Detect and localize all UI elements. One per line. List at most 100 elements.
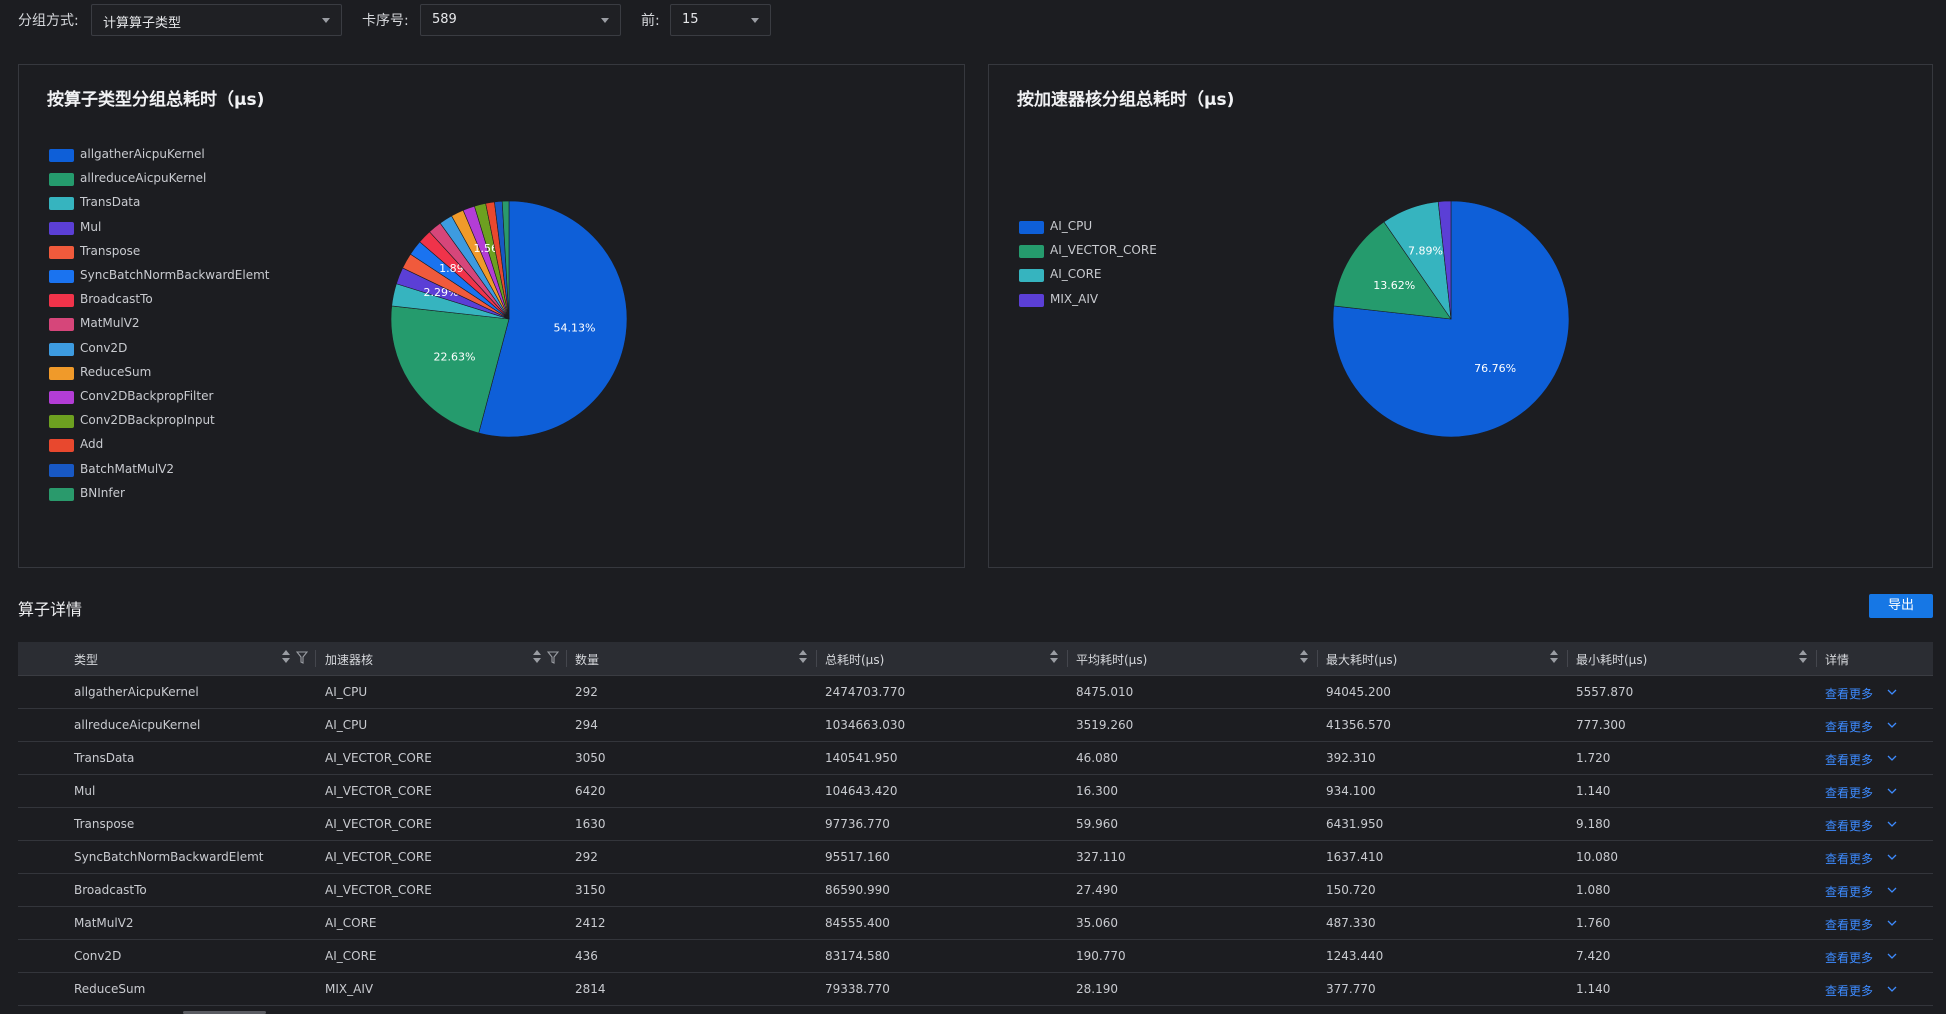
table-row: allreduceAicpuKernel AI_CPU 294 1034663.030…	[18, 709, 1933, 742]
table-cell: 777.300	[1576, 718, 1626, 732]
legend-swatch	[49, 439, 74, 453]
sort-icon[interactable]	[1799, 650, 1807, 666]
pie-slice[interactable]	[390, 305, 510, 434]
view-more-link[interactable]: 查看更多	[1825, 786, 1874, 800]
view-more-link[interactable]: 查看更多	[1825, 687, 1874, 701]
table-cell: Mul	[74, 784, 96, 798]
column-header-label: 加速器核	[325, 653, 374, 667]
table-cell: AI_CPU	[325, 685, 368, 699]
column-header-label: 数量	[575, 653, 600, 667]
chevron-down-icon[interactable]	[1887, 885, 1897, 895]
table-cell: 294	[575, 718, 598, 732]
column-header[interactable]: 平均耗时(μs)	[1068, 642, 1318, 675]
table-cell: 1.760	[1576, 916, 1611, 930]
filter-icon[interactable]	[296, 651, 308, 665]
sort-icon[interactable]	[799, 650, 807, 666]
view-more-link[interactable]: 查看更多	[1825, 753, 1874, 767]
table-cell: 934.100	[1326, 784, 1376, 798]
table-cell: 1034663.030	[825, 718, 906, 732]
card-index-select[interactable]: 589	[420, 4, 621, 36]
pie-slice[interactable]	[1437, 200, 1452, 320]
chevron-down-icon[interactable]	[1887, 951, 1897, 961]
pie-slice[interactable]	[478, 200, 628, 438]
column-header[interactable]: 最小耗时(μs)	[1568, 642, 1817, 675]
chevron-down-icon[interactable]	[1887, 918, 1897, 928]
table-cell: 1.140	[1576, 784, 1611, 798]
table-cell: 1.720	[1576, 751, 1611, 765]
table-body: allgatherAicpuKernel AI_CPU 292 2474703.770…	[18, 676, 1933, 1006]
table-cell: 41356.570	[1326, 718, 1391, 732]
sort-icon[interactable]	[533, 650, 541, 666]
legend-label: Add	[80, 437, 104, 452]
chevron-down-icon[interactable]	[1887, 984, 1897, 994]
column-header[interactable]: 类型	[66, 642, 316, 675]
table-cell: AI_CORE	[325, 916, 377, 930]
sort-icon[interactable]	[1300, 650, 1308, 666]
column-header[interactable]: 总耗时(μs)	[817, 642, 1068, 675]
legend-swatch	[49, 342, 74, 356]
view-more-link[interactable]: 查看更多	[1825, 885, 1874, 899]
group-by-select[interactable]: 计算算子类型	[91, 4, 342, 36]
table-cell: 3050	[575, 751, 606, 765]
chevron-down-icon[interactable]	[1887, 786, 1897, 796]
column-header-label: 平均耗时(μs)	[1076, 653, 1148, 667]
table-row: BroadcastTo AI_VECTOR_CORE 3150 86590.990 27…	[18, 874, 1933, 907]
chevron-down-icon[interactable]	[1887, 753, 1897, 763]
table-cell: 1.080	[1576, 883, 1611, 897]
legend-swatch	[49, 318, 74, 332]
sort-icon[interactable]	[1050, 650, 1058, 666]
pie-slice[interactable]	[501, 200, 510, 320]
chevron-down-icon[interactable]	[1887, 687, 1897, 697]
column-header[interactable]: 数量	[567, 642, 817, 675]
operator-details-table: 类型 加速器核 数量 总耗时(μs) 平均耗时(μs) 最大耗时(μs) 最小耗时(μs) 详…	[18, 642, 1933, 1006]
table-cell: AI_VECTOR_CORE	[325, 751, 432, 765]
export-button[interactable]: 导出	[1869, 594, 1933, 618]
legend-swatch	[49, 366, 74, 380]
table-cell: 94045.200	[1326, 685, 1391, 699]
table-row: allgatherAicpuKernel AI_CPU 292 2474703.770…	[18, 676, 1933, 709]
column-header-label: 类型	[74, 653, 99, 667]
table-cell: 2474703.770	[825, 685, 906, 699]
filter-icon[interactable]	[547, 651, 559, 665]
column-header-label: 详情	[1825, 653, 1850, 667]
column-divider	[566, 650, 567, 667]
view-more-link[interactable]: 查看更多	[1825, 720, 1874, 734]
column-header[interactable]: 最大耗时(μs)	[1318, 642, 1568, 675]
chevron-down-icon[interactable]	[1887, 852, 1897, 862]
table-cell: Transpose	[74, 817, 135, 831]
card-index-value: 589	[432, 12, 457, 27]
table-row: SyncBatchNormBackwardElemt AI_VECTOR_CORE…	[18, 841, 1933, 874]
column-header[interactable]: 加速器核	[317, 642, 567, 675]
sort-icon[interactable]	[1550, 650, 1558, 666]
table-cell: 292	[575, 685, 598, 699]
legend-swatch	[1019, 293, 1044, 307]
legend-swatch	[1019, 221, 1044, 234]
legend-label: BNInfer	[80, 485, 125, 500]
group-by-value: 计算算子类型	[103, 16, 182, 31]
pie-slice[interactable]	[1333, 221, 1452, 320]
table-cell: 487.330	[1326, 916, 1376, 930]
table-cell: 83174.580	[825, 949, 890, 963]
sort-icon[interactable]	[282, 650, 290, 666]
table-cell: 1.140	[1576, 982, 1611, 996]
view-more-link[interactable]: 查看更多	[1825, 852, 1874, 866]
legend-swatch	[1019, 269, 1044, 283]
table-cell: SyncBatchNormBackwardElemt	[74, 850, 264, 864]
accelerator-core-chart-title: 按加速器核分组总耗时（μs)	[1017, 90, 1235, 110]
table-cell: 1637.410	[1326, 850, 1384, 864]
top-n-select[interactable]: 15	[670, 4, 771, 36]
pie-value-label: 76.76%	[1474, 362, 1516, 375]
chevron-down-icon[interactable]	[1887, 720, 1897, 730]
horizontal-scrollbar[interactable]	[183, 1011, 266, 1014]
view-more-link[interactable]: 查看更多	[1825, 819, 1874, 833]
chevron-down-icon[interactable]	[1887, 819, 1897, 829]
view-more-link[interactable]: 查看更多	[1825, 918, 1874, 932]
table-cell: 104643.420	[825, 784, 898, 798]
table-cell: 84555.400	[825, 916, 890, 930]
view-more-link[interactable]: 查看更多	[1825, 951, 1874, 965]
legend-label: MIX_AIV	[1050, 291, 1099, 306]
table-cell: TransData	[74, 751, 135, 765]
table-cell: 9.180	[1576, 817, 1611, 831]
table-header: 类型 加速器核 数量 总耗时(μs) 平均耗时(μs) 最大耗时(μs) 最小耗时(μs) 详…	[18, 642, 1933, 676]
view-more-link[interactable]: 查看更多	[1825, 984, 1874, 998]
